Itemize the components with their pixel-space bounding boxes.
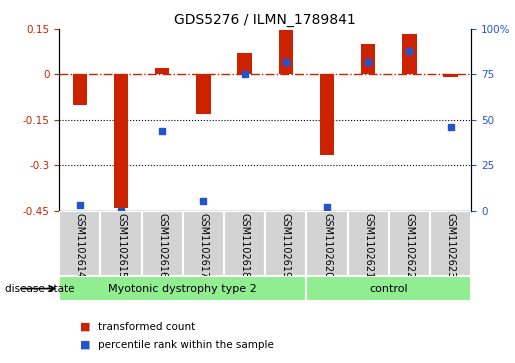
Text: GSM1102614: GSM1102614 [75,212,85,278]
Point [405,48,414,54]
Text: transformed count: transformed count [98,322,195,332]
Text: control: control [369,284,408,294]
Title: GDS5276 / ILMN_1789841: GDS5276 / ILMN_1789841 [175,13,356,26]
Bar [306,276,471,301]
Text: GSM1102617: GSM1102617 [198,212,209,278]
Bar [196,74,211,114]
Bar [114,74,128,208]
Bar [265,211,306,276]
Point [282,59,290,65]
Bar [142,211,183,276]
Text: GSM1102619: GSM1102619 [281,212,291,278]
Bar [430,211,471,276]
Point [117,208,125,213]
Bar [155,68,169,74]
Bar [306,211,348,276]
Bar [348,211,389,276]
Bar [443,74,458,77]
Text: GSM1102616: GSM1102616 [157,212,167,278]
Point [76,202,84,208]
Bar [100,211,142,276]
Point [158,128,166,134]
Text: Myotonic dystrophy type 2: Myotonic dystrophy type 2 [109,284,257,294]
Bar [279,30,293,74]
Text: GSM1102621: GSM1102621 [363,212,373,278]
Text: ■: ■ [80,322,90,332]
Point [199,199,208,204]
Bar [237,53,252,74]
Text: GSM1102622: GSM1102622 [404,212,415,278]
Bar [59,276,306,301]
Text: disease state: disease state [5,284,75,294]
Text: GSM1102618: GSM1102618 [239,212,250,278]
Text: percentile rank within the sample: percentile rank within the sample [98,340,274,350]
Bar [402,34,417,74]
Text: GSM1102620: GSM1102620 [322,212,332,278]
Bar [183,211,224,276]
Text: ■: ■ [80,340,90,350]
Bar [73,74,87,105]
Text: GSM1102615: GSM1102615 [116,212,126,278]
Bar [320,74,334,155]
Point [447,124,455,130]
Bar [224,211,265,276]
Bar [389,211,430,276]
Point [241,72,249,77]
Point [323,204,331,210]
Bar [361,44,375,74]
Text: GSM1102623: GSM1102623 [445,212,456,278]
Point [364,59,372,65]
Bar [59,211,100,276]
